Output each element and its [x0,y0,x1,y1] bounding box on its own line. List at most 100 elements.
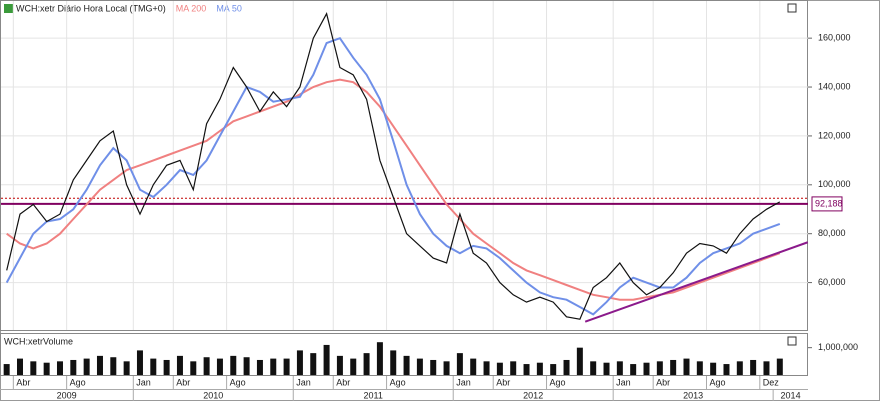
volume-bar [710,362,717,375]
volume-bar [616,361,623,375]
maximize-icon[interactable] [787,3,797,13]
y-tick-label: 120,000 [818,130,851,140]
x-tick-label: Jan [456,377,471,387]
volume-bar [456,353,463,375]
level-label: 92,188 [815,198,843,208]
volume-bar [230,355,237,375]
volume-bar [736,361,743,375]
volume-bar [336,355,343,375]
volume-bar [576,347,583,375]
year-label: 2014 [781,390,801,400]
volume-bar [3,364,10,375]
x-tick-label: Jan [616,377,631,387]
volume-bar [243,357,250,375]
volume-bar [323,344,330,375]
volume-bar [750,359,757,375]
x-tick-label: Ago [230,377,246,387]
volume-bar [630,364,637,375]
legend-entry: MA 200 [176,3,207,13]
volume-bar [83,358,90,375]
x-tick-label: Abr [16,377,30,387]
volume-title: WCH:xetrVolume [4,336,73,346]
volume-bar [683,358,690,375]
volume-bar [470,358,477,375]
volume-bar [43,362,50,375]
trendline [584,241,809,323]
volume-bar [603,362,610,375]
volume-bar [70,359,77,375]
volume-panel [0,333,808,376]
x-tick-label: Jan [136,377,151,387]
volume-bar [150,358,157,375]
logo-icon [4,4,13,13]
x-tick-label: Abr [656,377,670,387]
year-label: 2013 [683,390,703,400]
y-tick-label: 1,000,000 [818,342,858,352]
x-tick-label: Jan [296,377,311,387]
volume-bar [136,350,143,375]
x-tick-label: Abr [336,377,350,387]
volume-bar [203,357,210,375]
volume-bar [656,361,663,375]
x-tick-label: Abr [496,377,510,387]
y-tick-label: 160,000 [818,33,851,43]
year-label: 2010 [203,390,223,400]
volume-bar [590,361,597,375]
volume-bar [776,358,783,375]
maximize-icon[interactable] [787,336,797,346]
volume-bar [190,361,197,375]
x-tick-label: Dez [763,377,780,387]
volume-bar [110,357,117,375]
volume-bar [763,361,770,375]
volume-bar [363,353,370,375]
volume-bar [216,358,223,375]
x-tick-label: Ago [70,377,86,387]
volume-bar [350,358,357,375]
volume-bar [296,350,303,375]
volume-bar [176,355,183,375]
year-label: 2009 [57,390,77,400]
volume-bar [270,358,277,375]
legend-entry: MA 50 [216,3,242,13]
x-tick-label: Abr [176,377,190,387]
volume-bar [523,364,530,375]
volume-bar [376,342,383,375]
x-tick-label: Ago [709,377,725,387]
volume-bar [670,359,677,375]
year-label: 2012 [523,390,543,400]
y-tick-label: 100,000 [818,179,851,189]
volume-bar [510,361,517,375]
x-tick-label: Ago [550,377,566,387]
volume-bar [430,359,437,375]
volume-bar [443,361,450,375]
volume-bar [643,362,650,375]
volume-bar [123,361,130,375]
year-label: 2011 [364,390,383,400]
volume-bar [56,361,63,375]
volume-bar [403,355,410,375]
volume-bar [163,359,170,375]
volume-bar [283,358,290,375]
volume-bar [416,358,423,375]
volume-bar [483,361,490,375]
series-line [5,36,781,316]
y-tick-label: 60,000 [818,277,846,287]
series-line [6,78,781,301]
series-line [6,12,781,320]
price-panel [0,0,808,331]
level-label-box [811,196,843,212]
volume-bar [536,362,543,375]
y-tick-label: 80,000 [818,228,846,238]
volume-bar [696,361,703,375]
volume-bar [550,364,557,375]
volume-bar [30,361,37,375]
chart-title: WCH:xetr Diário Hora Local (TMG+0) [16,3,166,13]
volume-bar [16,358,23,375]
y-tick-label: 140,000 [818,81,851,91]
volume-bar [256,359,263,375]
volume-bar [390,350,397,375]
volume-bar [723,364,730,375]
volume-bar [563,359,570,375]
